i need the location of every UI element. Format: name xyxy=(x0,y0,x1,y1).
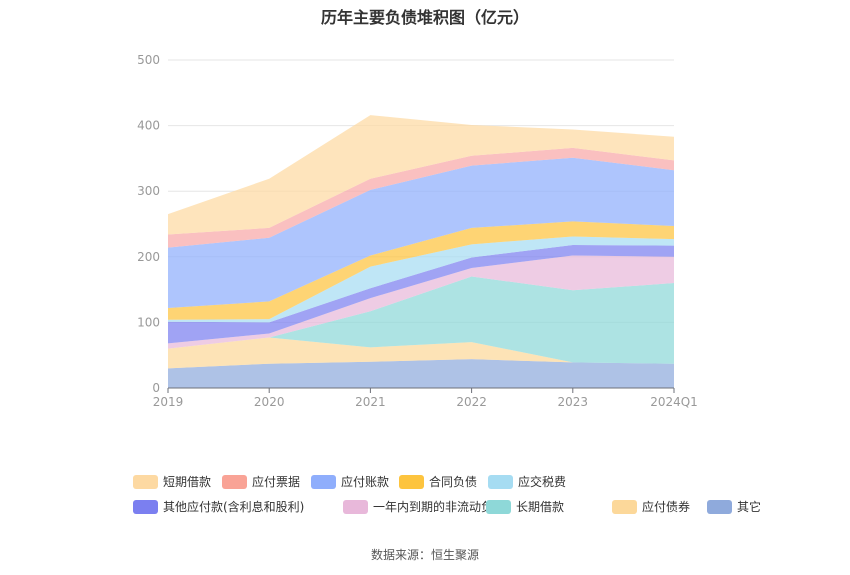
y-tick-label: 100 xyxy=(137,315,160,329)
area-应付债券 xyxy=(168,337,674,369)
x-tick-label: 2024Q1 xyxy=(650,395,698,409)
legend-item[interactable]: 长期借款 xyxy=(486,498,564,515)
legend-item[interactable]: 合同负债 xyxy=(399,473,477,490)
legend-item[interactable]: 短期借款 xyxy=(133,473,211,490)
area-其他应付款(含利息和股利) xyxy=(168,244,674,344)
area-其它 xyxy=(168,359,674,388)
legend-swatch xyxy=(488,474,513,489)
legend-label: 一年内到期的非流动负债 xyxy=(373,500,506,514)
area-应付票据 xyxy=(168,147,674,248)
legend-label: 应付债券 xyxy=(642,500,691,514)
y-tick-label: 200 xyxy=(137,250,160,264)
x-tick-label: 2020 xyxy=(254,395,285,409)
y-tick-label: 0 xyxy=(152,381,160,395)
legend-swatch xyxy=(343,499,368,514)
x-tick-label: 2019 xyxy=(153,395,184,409)
x-tick-label: 2021 xyxy=(355,395,386,409)
legend-item[interactable]: 其他应付款(含利息和股利) xyxy=(133,498,304,515)
legend-swatch xyxy=(133,474,158,489)
legend-swatch xyxy=(486,499,511,514)
x-tick-label: 2022 xyxy=(456,395,487,409)
area-合同负债 xyxy=(168,221,674,320)
legend-label: 应付票据 xyxy=(252,475,301,489)
legend-swatch xyxy=(707,499,732,514)
area-长期借款 xyxy=(168,276,674,364)
x-tick-label: 2023 xyxy=(558,395,589,409)
legend-label: 合同负债 xyxy=(429,475,478,489)
legend-item[interactable]: 应交税费 xyxy=(488,473,566,490)
legend-label: 应付账款 xyxy=(341,475,390,489)
legend-swatch xyxy=(222,474,247,489)
legend-item[interactable]: 应付债券 xyxy=(612,498,690,515)
legend-label: 长期借款 xyxy=(516,500,565,514)
area-应付账款 xyxy=(168,157,674,308)
y-tick-label: 300 xyxy=(137,184,160,198)
legend-item[interactable]: 一年内到期的非流动负债 xyxy=(343,498,505,515)
legend-item[interactable]: 其它 xyxy=(707,498,761,515)
legend-swatch xyxy=(612,499,637,514)
legend-label: 其它 xyxy=(737,500,762,514)
y-tick-label: 400 xyxy=(137,119,160,133)
legend-label: 应交税费 xyxy=(518,475,567,489)
area-一年内到期的非流动负债 xyxy=(168,255,674,349)
legend-item[interactable]: 应付票据 xyxy=(222,473,300,490)
data-source: 数据来源：恒生聚源 xyxy=(370,548,479,562)
legend-label: 其他应付款(含利息和股利) xyxy=(163,500,305,514)
area-短期借款 xyxy=(168,115,674,235)
legend-swatch xyxy=(133,499,158,514)
legend-label: 短期借款 xyxy=(163,475,212,489)
chart-title: 历年主要负债堆积图（亿元） xyxy=(320,8,529,27)
area-应交税费 xyxy=(168,236,674,323)
y-tick-label: 500 xyxy=(137,53,160,67)
legend-item[interactable]: 应付账款 xyxy=(311,473,389,490)
legend-swatch xyxy=(399,474,424,489)
legend-swatch xyxy=(311,474,336,489)
